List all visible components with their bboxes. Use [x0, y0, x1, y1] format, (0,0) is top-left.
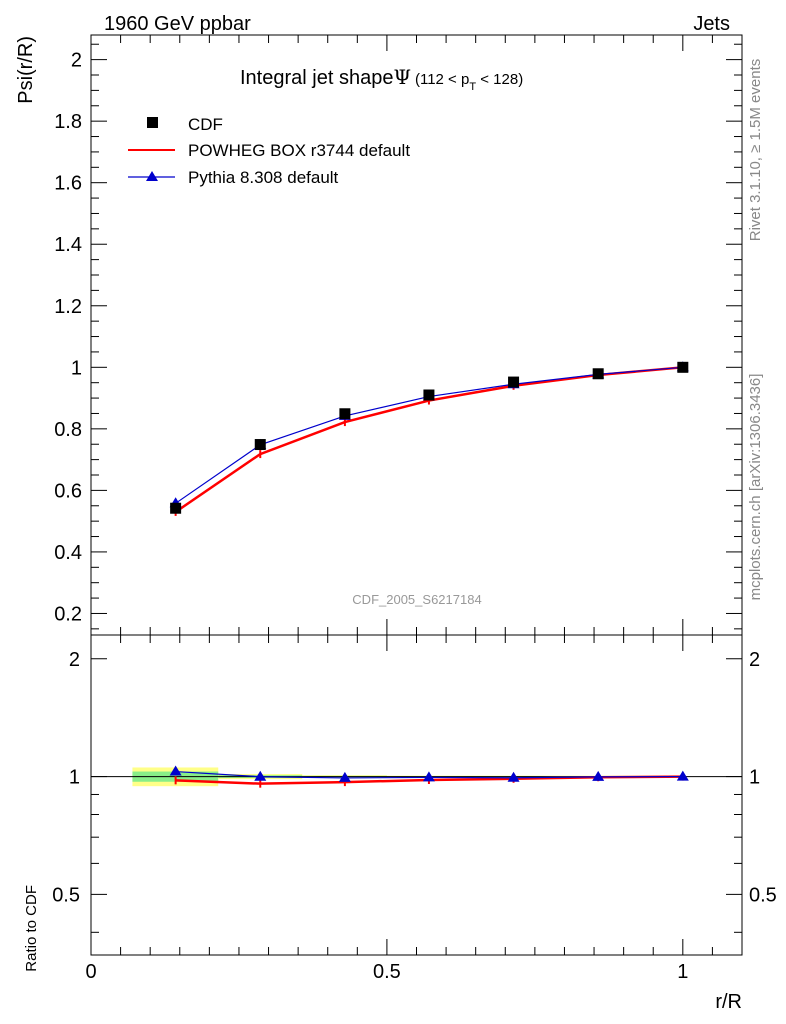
x-tick-label: 0: [85, 961, 96, 983]
x-tick-label: 1: [677, 961, 688, 983]
y-tick-label: 0.4: [54, 542, 82, 564]
y-tick-label: 1.6: [54, 173, 82, 195]
point-cdf: [592, 368, 604, 380]
y-tick-label: 2: [71, 50, 82, 72]
ratio-point-pythia: [676, 770, 689, 781]
ratio-panel-frame: [90, 634, 743, 956]
ratio-y-tick-label-right: 0.5: [749, 884, 777, 906]
ratio-y-tick-label: 0.5: [52, 884, 80, 906]
legend-label-powheg: POWHEG BOX r3744 default: [188, 141, 410, 160]
ratio-point-pythia: [254, 770, 267, 781]
ratio-point-pythia: [592, 770, 605, 781]
ratio-y-tick-label: 1: [69, 767, 80, 789]
ratio-point-pythia: [169, 765, 182, 776]
ratio-y-tick-label-right: 2: [749, 649, 760, 671]
ratio-y-tick-label: 2: [69, 649, 80, 671]
y-tick-label: 1.4: [54, 234, 82, 256]
x-tick-label: 0.5: [373, 961, 401, 983]
legend-marker-cdf: [147, 117, 158, 128]
y-tick-label: 0.2: [54, 603, 82, 625]
ratio-y-axis-label: Ratio to CDF: [23, 885, 40, 972]
y-tick-label: 1.2: [54, 296, 82, 318]
ratio-point-pythia: [338, 771, 351, 782]
legend-label-pythia: Pythia 8.308 default: [188, 168, 339, 187]
legend-label-cdf: CDF: [188, 115, 223, 134]
analysis-watermark: CDF_2005_S6217184: [352, 592, 481, 607]
header-left: 1960 GeV ppbar: [104, 13, 251, 35]
point-cdf: [423, 389, 435, 401]
series-powheg-line: [174, 366, 683, 513]
y-tick-label: 1.8: [54, 111, 82, 133]
point-cdf: [254, 439, 266, 451]
rivet-version-label: Rivet 3.1.10, ≥ 1.5M events: [747, 59, 764, 242]
mcplots-label: mcplots.cern.ch [arXiv:1306.3436]: [747, 374, 764, 601]
header-right: Jets: [693, 13, 730, 35]
point-cdf: [170, 502, 182, 514]
chart-title: Integral jet shapeΨ (112 < pT < 128): [240, 65, 523, 93]
ratio-point-pythia: [422, 771, 435, 782]
legend-marker-pythia: [146, 171, 158, 181]
y-axis-label: Psi(r/R): [15, 36, 37, 104]
point-cdf: [677, 361, 689, 373]
x-axis-label: r/R: [715, 991, 742, 1013]
point-cdf: [339, 408, 351, 420]
y-tick-label: 0.6: [54, 480, 82, 502]
ratio-point-pythia: [507, 771, 520, 782]
legend: CDF POWHEG BOX r3744 default Pythia 8.30…: [128, 115, 410, 187]
y-tick-label: 0.8: [54, 419, 82, 441]
series-pythia-line: [175, 366, 683, 504]
point-cdf: [508, 376, 520, 388]
y-tick-label: 1: [71, 357, 82, 379]
ratio-y-tick-label-right: 1: [749, 767, 760, 789]
